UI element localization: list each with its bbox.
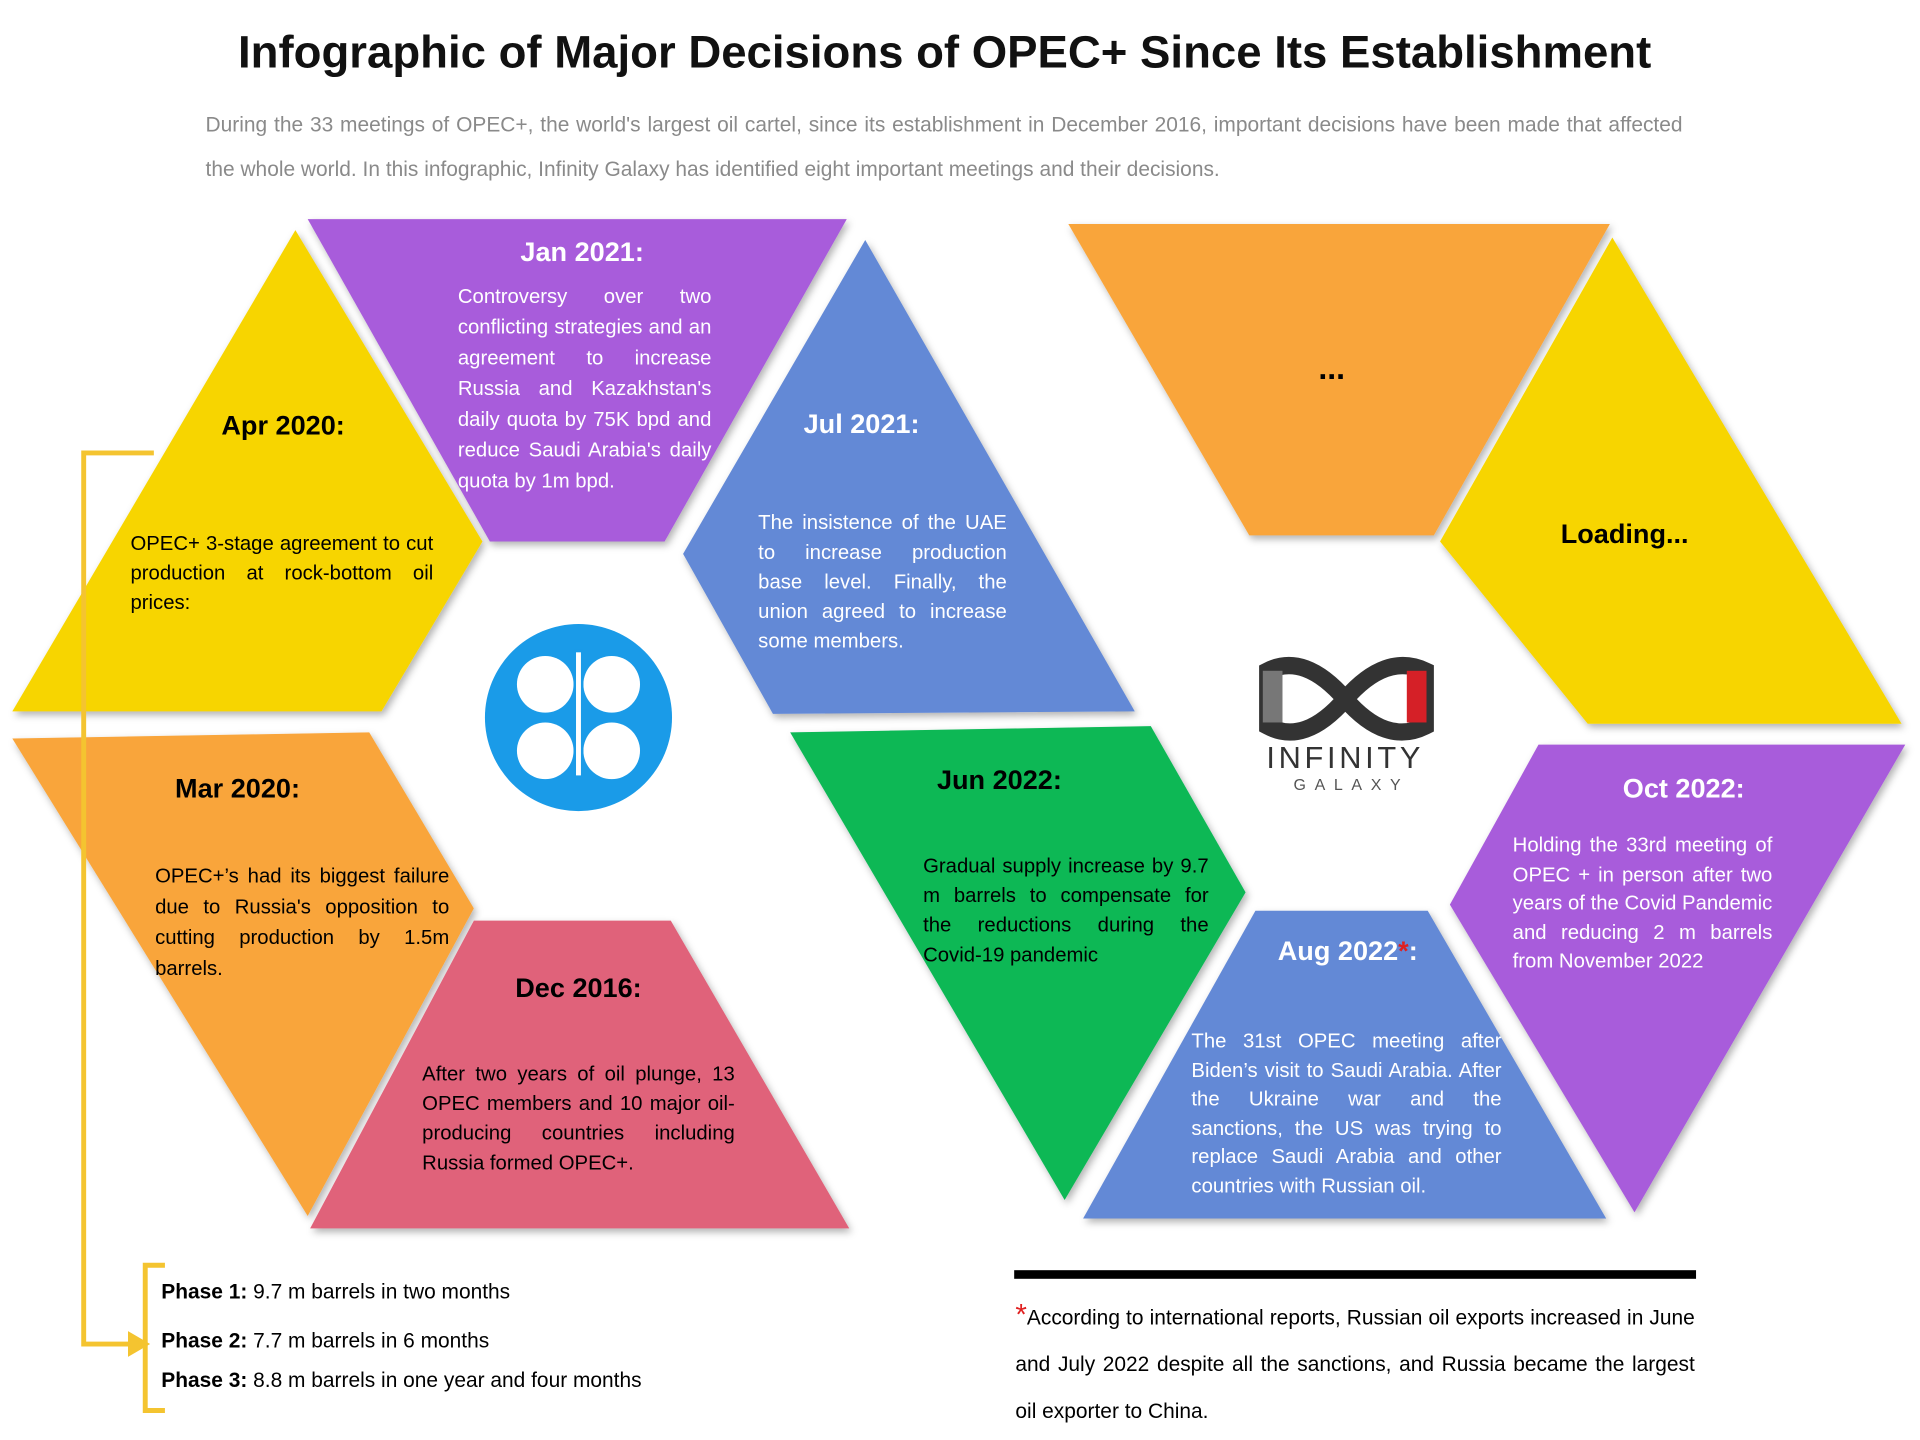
panel-jun-2022 <box>790 726 1246 1201</box>
date: Aug 2022*: <box>1237 935 1459 967</box>
colon: : <box>1408 935 1418 967</box>
panel-jan-2021 <box>307 219 847 542</box>
panel-mar-2020 <box>12 732 474 1217</box>
date: Dec 2016: <box>515 972 642 1004</box>
date: Mar 2020: <box>175 772 301 804</box>
phase-label: Phase 3: <box>161 1368 248 1393</box>
date: Jan 2021: <box>520 236 644 268</box>
title: Infographic of Major Decisions of OPEC+ … <box>238 27 1652 78</box>
subtitle: During the 33 meetings of OPEC+, the wor… <box>205 113 1683 181</box>
divider <box>1014 1270 1697 1279</box>
text: The insistence of the UAE to increase pr… <box>758 512 1007 653</box>
logo-sub: GALAXY <box>1293 775 1410 794</box>
bracket-arrow <box>81 450 165 1413</box>
text: OPEC+’s had its biggest failure due to R… <box>155 865 450 980</box>
date: Jun 2022: <box>936 764 1062 796</box>
panel-apr-2020 <box>12 230 483 712</box>
panel-dec-2016 <box>310 920 850 1229</box>
panel-jul-2021 <box>683 240 1135 714</box>
phase-text: 7.7 m barrels in 6 months <box>253 1329 490 1353</box>
panel-placeholder <box>1440 237 1902 724</box>
phase: Phase 3: 8.8 m barrels in one year and f… <box>161 1369 641 1394</box>
panel-oct-2022 <box>1449 744 1906 1213</box>
phase-text: 8.8 m barrels in one year and four month… <box>253 1368 642 1393</box>
phase-text: 9.7 m barrels in two months <box>253 1280 511 1304</box>
panel-placeholder <box>1068 224 1610 536</box>
text: The 31st OPEC meeting after Biden’s visi… <box>1191 1030 1502 1197</box>
text: Controversy over two conflicting strateg… <box>457 285 712 493</box>
date: Oct 2022: <box>1622 772 1745 804</box>
opec-logo <box>484 624 673 812</box>
phase-label: Phase 2: <box>161 1329 248 1353</box>
date: Jul 2021: <box>803 408 920 440</box>
phase: Phase 1: 9.7 m barrels in two months <box>161 1280 510 1305</box>
phase-label: Phase 1: <box>161 1280 248 1304</box>
footnote-text: According to international reports, Russ… <box>1015 1305 1695 1423</box>
infinity-logo <box>1259 656 1434 741</box>
logo-name: INFINITY <box>1266 740 1425 776</box>
text: Holding the 33rd meeting of OPEC + in pe… <box>1512 834 1773 973</box>
text: OPEC+ 3-stage agreement to cut productio… <box>130 532 434 615</box>
date: Apr 2020: <box>221 409 345 441</box>
panel-aug-2022 <box>1083 910 1607 1219</box>
panels <box>12 219 1906 1229</box>
loading: Loading... <box>1560 518 1689 549</box>
asterisk: * <box>1015 1298 1027 1332</box>
text: Gradual supply increase by 9.7 m barrels… <box>923 855 1209 967</box>
phase: Phase 2: 7.7 m barrels in 6 months <box>161 1329 489 1354</box>
date: Aug 2022 <box>1277 935 1399 967</box>
text: After two years of oil plunge, 13 OPEC m… <box>422 1063 735 1175</box>
asterisk: * <box>1398 935 1409 967</box>
footnote: *According to international reports, Rus… <box>1015 1292 1694 1435</box>
ellipsis: ... <box>1318 349 1346 387</box>
